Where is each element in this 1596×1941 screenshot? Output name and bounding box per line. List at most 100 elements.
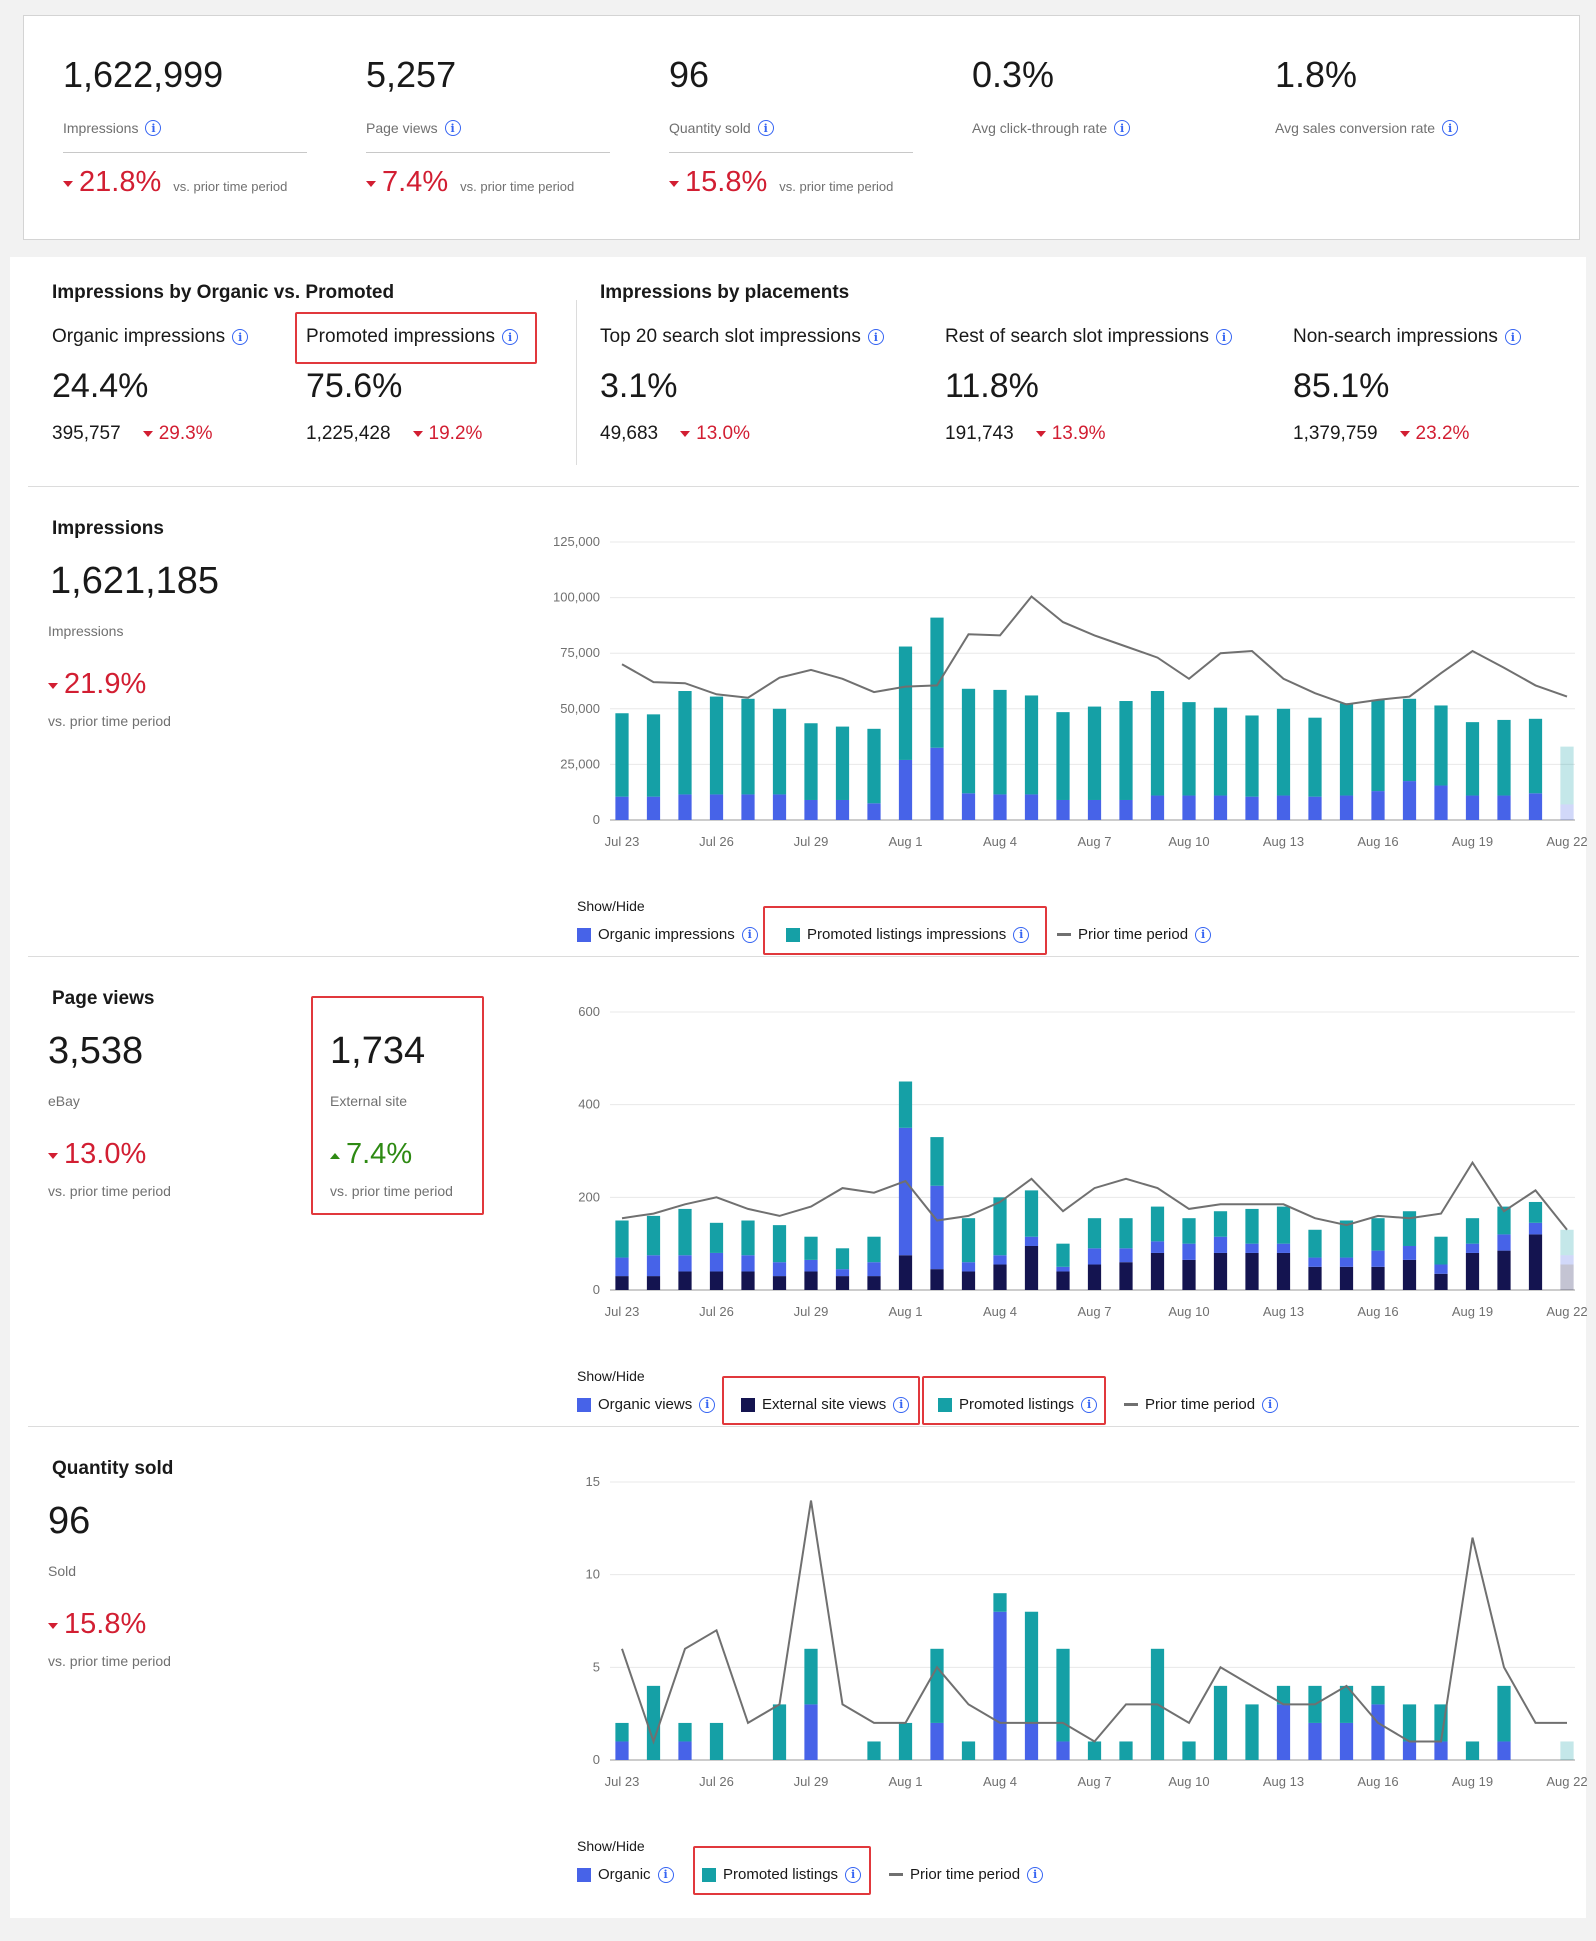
bar-segment [898, 1722, 913, 1760]
split-count: 1,379,759 [1293, 423, 1378, 444]
bar-segment [1056, 1266, 1070, 1272]
bar-segment [804, 1271, 818, 1290]
bar-segment [1434, 1236, 1448, 1265]
bar-segment [615, 1257, 629, 1277]
bar-segment [930, 1722, 944, 1760]
bar-segment [1560, 1264, 1574, 1290]
bar-segment [1119, 799, 1133, 820]
bar-segment [1245, 1704, 1259, 1760]
info-icon[interactable]: i [699, 1396, 716, 1413]
down-arrow-icon [366, 181, 376, 187]
info-icon[interactable]: i [1013, 926, 1030, 943]
info-icon[interactable]: i [232, 329, 249, 345]
legend-organic-views[interactable]: Organic views i [577, 1396, 716, 1413]
impressions-chart: 0 25,000 50,000 75,000 100,000 125,000 Jul 23 J… [553, 534, 1588, 849]
info-icon[interactable]: i [741, 926, 758, 943]
impression-split-label: Top 20 search slot impressions i [600, 326, 884, 348]
bar-segment [898, 759, 913, 820]
bar-segment [993, 1197, 1007, 1256]
info-icon[interactable]: i [757, 120, 774, 136]
info-icon[interactable]: i [657, 1866, 674, 1883]
bar-segment [1371, 791, 1385, 820]
bar-segment [1528, 1201, 1543, 1223]
impression-split-label: Promoted impressions i [306, 326, 519, 348]
split-count-row: 395,757 29.3% [52, 423, 213, 445]
bar-segment [772, 1276, 787, 1290]
quantity-title: Quantity sold [52, 1458, 174, 1479]
bar-segment [615, 1220, 629, 1258]
legend-organic[interactable]: Organic i [577, 1866, 674, 1883]
x-tick-label: Jul 29 [794, 1774, 829, 1789]
bar-segment [1402, 781, 1417, 820]
legend-organic-impressions[interactable]: Organic impressions i [577, 926, 758, 943]
legend-promoted-listings[interactable]: Promoted listings i [702, 1866, 862, 1883]
bar-segment [678, 1255, 692, 1272]
info-icon[interactable]: i [893, 1396, 910, 1413]
x-tick-label: Aug 19 [1452, 1304, 1493, 1319]
bar-segment [1465, 1252, 1480, 1290]
info-icon[interactable]: i [1195, 926, 1212, 943]
bar-segment [1339, 703, 1354, 796]
divider [28, 1426, 1579, 1427]
bar-segment [1087, 1264, 1102, 1290]
legend-prior-period[interactable]: Prior time period i [1057, 926, 1212, 943]
y-tick-label: 0 [593, 1752, 600, 1767]
info-icon[interactable]: i [845, 1866, 862, 1883]
info-icon[interactable]: i [1262, 1396, 1279, 1413]
ebay-views-label: eBay [48, 1093, 80, 1109]
info-icon[interactable]: i [502, 329, 519, 345]
info-icon[interactable]: i [1442, 120, 1459, 136]
bar-segment [646, 714, 661, 797]
bar-segment [835, 1276, 850, 1290]
bar-segment [835, 799, 850, 820]
bar-segment [1308, 1266, 1322, 1290]
split-count: 49,683 [600, 423, 659, 444]
bar-segment [1087, 1248, 1102, 1265]
split-change: 19.2% [412, 423, 483, 445]
bar-segment [1150, 691, 1165, 796]
info-icon[interactable]: i [867, 329, 884, 345]
bar-segment [615, 713, 629, 797]
kpi-label: Avg click-through rate i [972, 120, 1131, 136]
info-icon[interactable]: i [1027, 1866, 1044, 1883]
info-icon[interactable]: i [1504, 329, 1521, 345]
bar-segment [1402, 1245, 1417, 1260]
info-icon[interactable]: i [1216, 329, 1232, 345]
split-change-text: 19.2% [428, 423, 483, 444]
x-tick-label: Aug 4 [983, 1304, 1017, 1319]
bar-segment [1339, 1266, 1354, 1290]
info-icon[interactable]: i [1114, 120, 1131, 136]
external-change-note: vs. prior time period [330, 1183, 453, 1199]
y-tick-label: 125,000 [553, 534, 600, 549]
quantity-chart: 0 5 10 15 Jul 23 Jul 26 Jul 29 Aug 1 Aug 4 Aug 7 A… [586, 1474, 1588, 1789]
legend-external-views[interactable]: External site views i [741, 1396, 910, 1413]
info-icon[interactable]: i [444, 120, 461, 136]
bar-segment [1024, 1722, 1039, 1760]
legend-prior-period[interactable]: Prior time period i [889, 1866, 1044, 1883]
kpi-summary-card [23, 15, 1580, 240]
bar-segment [1119, 701, 1133, 800]
bar-segment [1150, 1252, 1165, 1290]
bar-segment [1024, 794, 1039, 820]
bar-segment [993, 1255, 1007, 1265]
bar-segment [1213, 795, 1228, 820]
bar-segment [1339, 795, 1354, 820]
prior-line-swatch [889, 1873, 903, 1876]
bar-segment [1308, 717, 1322, 797]
highlight-promoted-legend [763, 906, 1047, 955]
external-views-label: External site [330, 1093, 408, 1109]
bar-segment [1182, 702, 1196, 796]
bar-segment [804, 1236, 818, 1260]
bar-segment [1087, 1741, 1102, 1760]
info-icon[interactable]: i [1081, 1396, 1098, 1413]
bar-segment [961, 688, 976, 794]
bar-segment [1308, 796, 1322, 820]
kpi-change-value: 7.4% [366, 166, 448, 199]
legend-prior-period[interactable]: Prior time period i [1124, 1396, 1279, 1413]
legend-promoted-impressions[interactable]: Promoted listings impressions i [786, 926, 1030, 943]
bar-segment [1056, 799, 1070, 820]
info-icon[interactable]: i [145, 120, 162, 136]
bar-segment [1056, 712, 1070, 800]
legend-promoted-listings[interactable]: Promoted listings i [938, 1396, 1098, 1413]
impressions-change: 21.9% [48, 668, 146, 701]
